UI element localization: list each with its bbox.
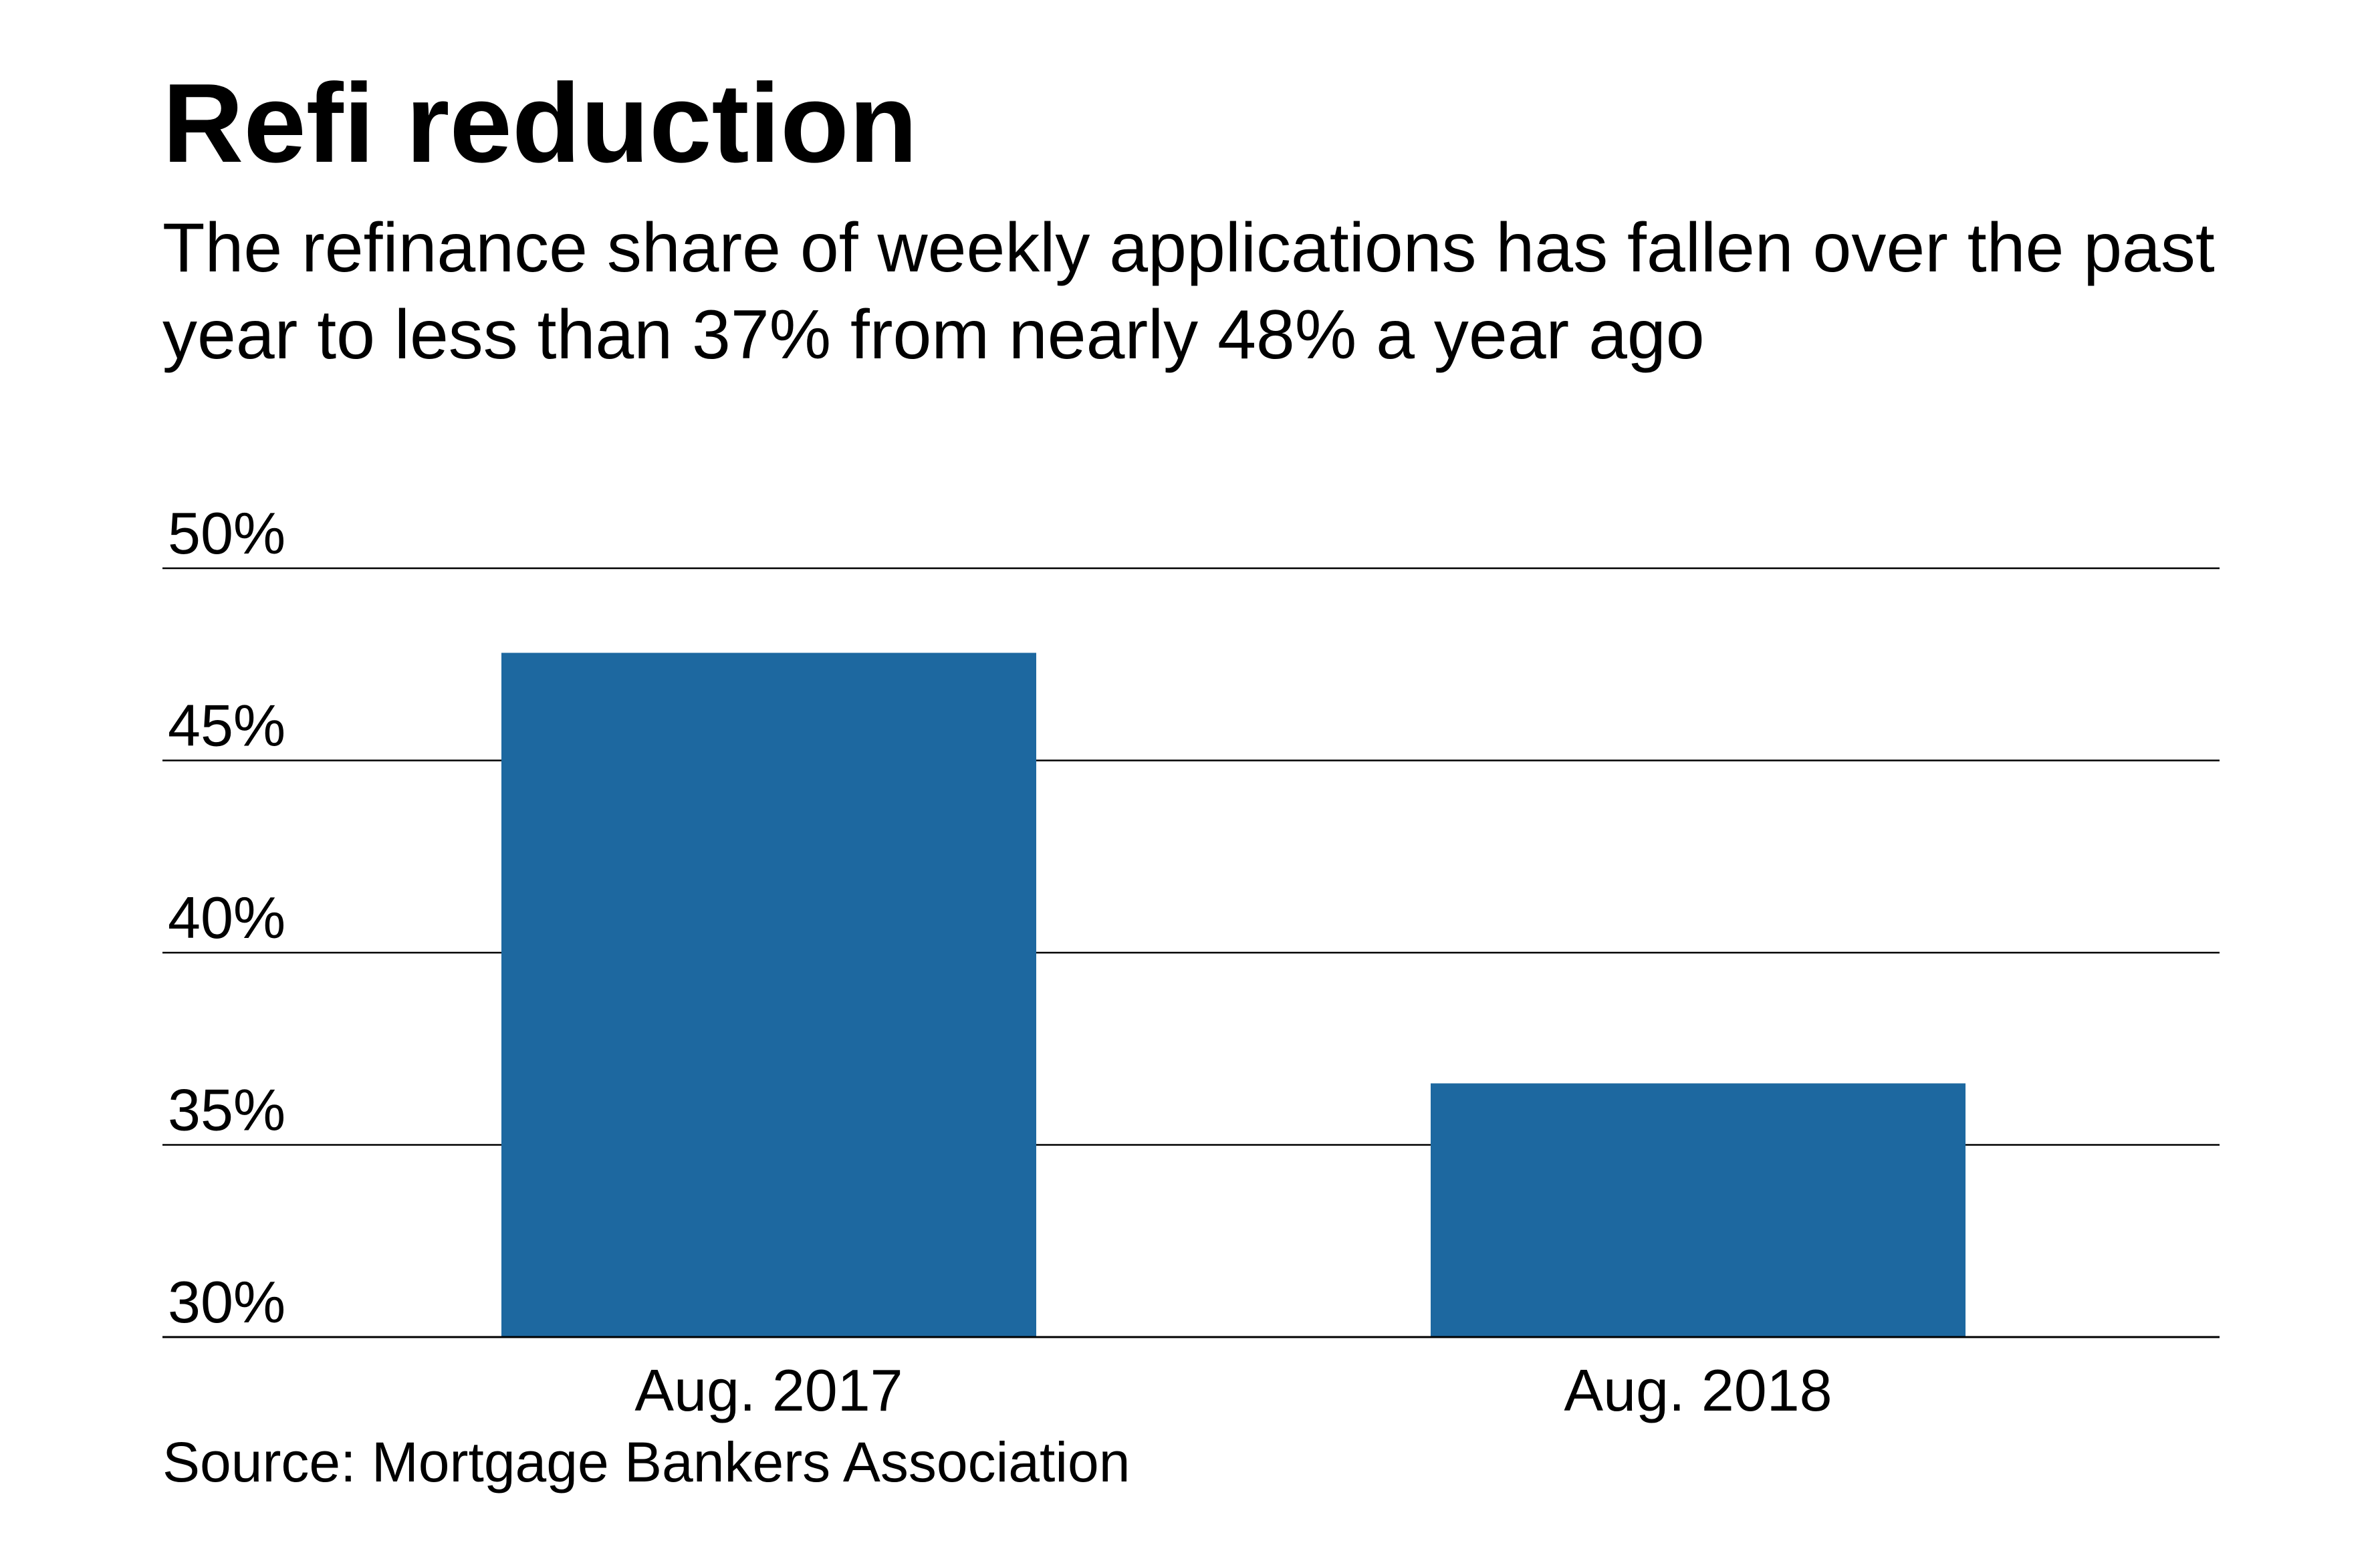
- bar-aug-2018: [1431, 1083, 1966, 1337]
- y-tick-label: 40%: [168, 884, 285, 951]
- bar-aug-2017: [501, 652, 1036, 1337]
- x-tick-label: Aug. 2017: [634, 1357, 903, 1423]
- y-tick-label: 45%: [168, 693, 285, 759]
- x-tick-label: Aug. 2018: [1564, 1357, 1832, 1423]
- y-tick-label: 30%: [168, 1269, 285, 1335]
- y-tick-label: 50%: [168, 500, 285, 566]
- source-note: Source: Mortgage Bankers Association: [162, 1431, 1130, 1494]
- chart-title: Refi reduction: [162, 60, 918, 186]
- chart-subtitle: The refinance share of weekly applicatio…: [162, 209, 2215, 374]
- y-tick-label: 35%: [168, 1077, 285, 1143]
